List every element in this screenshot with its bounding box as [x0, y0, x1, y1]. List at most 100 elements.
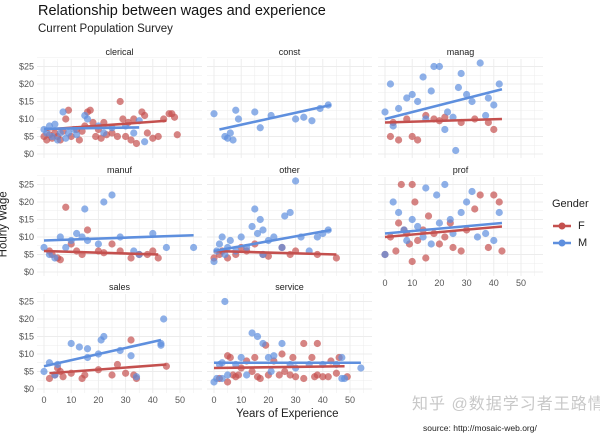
point-f — [154, 254, 162, 262]
chart-subtitle: Current Population Survey — [38, 23, 173, 35]
panel-prof: prof 0 10 20 30 40 50 — [378, 165, 543, 288]
point-f — [490, 191, 498, 199]
point-m — [75, 343, 83, 351]
facet-label: prof — [453, 165, 469, 175]
legend-title: Gender — [552, 198, 589, 210]
y-axis-label: Hourly Wage — [0, 191, 10, 258]
point-m — [253, 229, 262, 238]
point-m — [389, 122, 397, 130]
point-f — [141, 111, 149, 120]
point-f — [92, 132, 100, 141]
point-m — [484, 94, 492, 102]
y-tick-label: $5 — [24, 250, 34, 260]
point-f — [86, 106, 94, 114]
point-f — [56, 256, 64, 264]
fit-line-m — [43, 338, 162, 368]
point-m — [435, 62, 443, 71]
point-f — [119, 115, 127, 123]
x-tick-label: 20 — [434, 278, 444, 288]
point-m — [300, 113, 308, 121]
point-m — [463, 90, 471, 99]
point-m — [408, 215, 416, 224]
point-m — [229, 136, 237, 144]
point-f — [308, 353, 316, 362]
panel-other: other — [207, 165, 372, 276]
point-m — [130, 129, 138, 137]
point-f — [116, 97, 124, 106]
point-m — [446, 215, 454, 224]
point-m — [218, 233, 226, 241]
fit-line-m — [384, 221, 503, 235]
point-m — [457, 208, 465, 217]
point-f — [490, 125, 498, 134]
x-tick-label: 40 — [318, 395, 328, 405]
point-f — [64, 106, 73, 114]
panel-sales: sales $0 $5 $10 $15 $20 $25 0 10 20 30 40 50 — [19, 282, 202, 405]
point-m — [403, 94, 411, 102]
point-m — [281, 212, 289, 220]
point-f — [108, 371, 116, 379]
point-m — [232, 106, 240, 114]
x-tick-label: 0 — [211, 395, 216, 405]
point-f — [414, 136, 422, 144]
point-f — [149, 134, 157, 142]
y-tick-label: $5 — [24, 367, 34, 377]
point-m — [259, 226, 267, 234]
facet-label: clerical — [105, 47, 133, 57]
point-m — [408, 90, 416, 99]
point-f — [286, 371, 294, 379]
point-m — [259, 339, 267, 348]
point-m — [210, 110, 218, 118]
point-f — [411, 198, 419, 206]
point-f — [226, 353, 234, 362]
x-tick-label: 50 — [345, 395, 355, 405]
point-f — [122, 132, 130, 141]
point-m — [132, 373, 141, 381]
point-m — [141, 138, 149, 146]
y-tick-label: $10 — [19, 232, 34, 242]
point-m — [490, 101, 498, 109]
facet-label: service — [275, 282, 304, 292]
point-f — [108, 240, 116, 248]
panel-manuf: manuf $0 $5 $10 $15 $20 $25 — [19, 165, 202, 277]
point-m — [414, 222, 422, 231]
point-f — [292, 373, 300, 381]
point-m — [108, 191, 116, 199]
point-m — [441, 180, 449, 189]
point-m — [389, 198, 397, 206]
point-f — [332, 369, 340, 377]
point-m — [224, 371, 232, 379]
y-tick-label: $15 — [19, 332, 34, 342]
point-m — [449, 113, 457, 121]
x-axis-label: Years of Experience — [236, 408, 339, 420]
point-m — [73, 229, 81, 238]
point-f — [435, 240, 443, 248]
point-f — [251, 353, 259, 362]
point-m — [234, 115, 243, 123]
point-m — [286, 208, 294, 217]
y-tick-label: $10 — [19, 349, 34, 359]
point-f — [441, 233, 449, 241]
point-m — [100, 332, 108, 341]
point-m — [83, 345, 92, 353]
point-m — [267, 367, 275, 376]
y-tick-label: $0 — [24, 267, 34, 277]
point-m — [59, 108, 67, 116]
point-m — [278, 339, 286, 348]
point-m — [468, 187, 476, 196]
point-f — [154, 132, 162, 141]
panel-clerical: clerical $0 $5 $10 $15 $20 $25 — [19, 47, 202, 159]
point-f — [143, 129, 151, 137]
point-f — [45, 374, 54, 383]
point-m — [100, 198, 108, 206]
x-tick-label: 30 — [121, 395, 131, 405]
facet-label: const — [279, 47, 301, 57]
point-m — [427, 240, 435, 248]
point-m — [468, 97, 476, 106]
point-m — [340, 374, 349, 383]
point-m — [237, 353, 245, 362]
legend-label-m: M — [578, 236, 588, 249]
point-f — [224, 378, 232, 386]
point-f — [256, 374, 264, 383]
point-f — [395, 219, 403, 227]
